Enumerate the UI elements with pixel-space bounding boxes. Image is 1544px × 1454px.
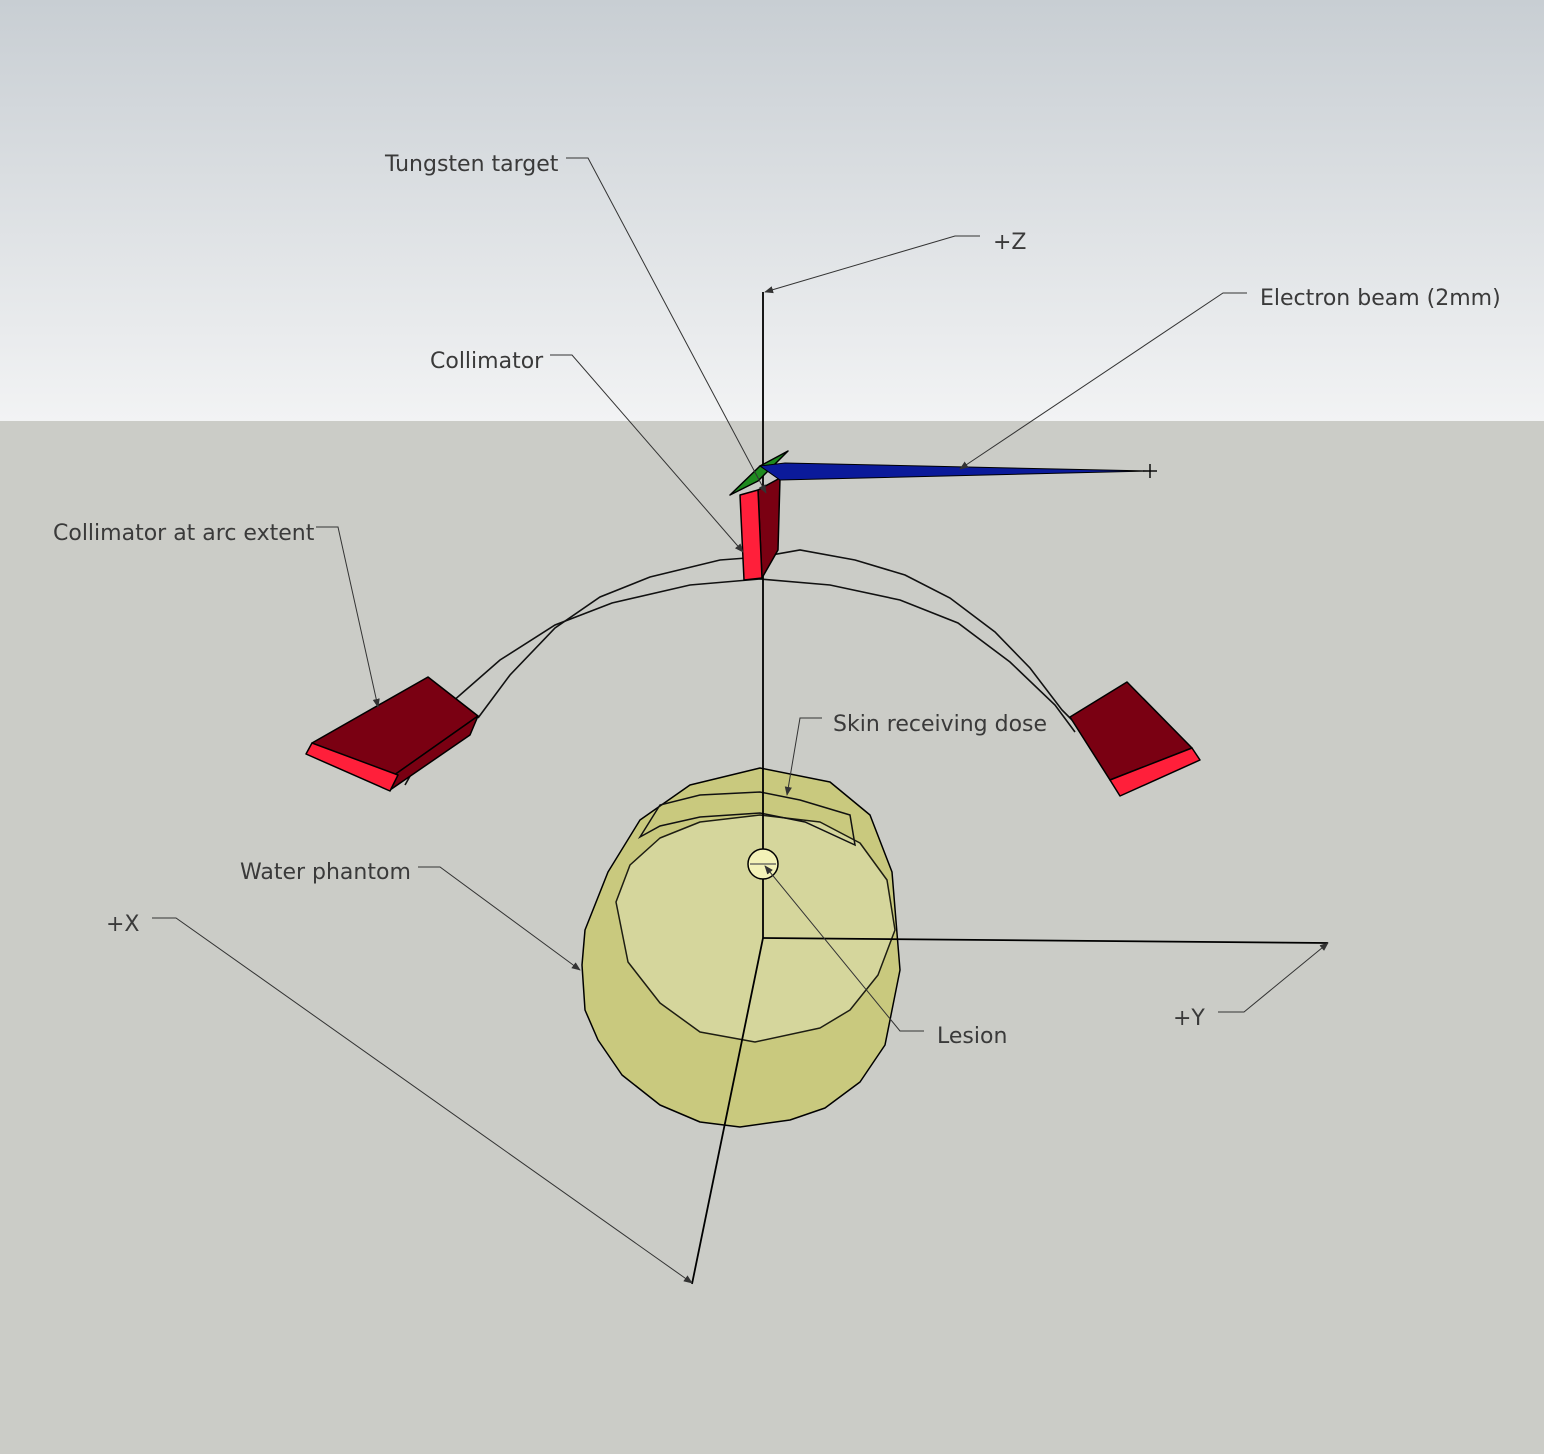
sky-background: [0, 0, 1544, 421]
electron-beam: [758, 462, 1157, 481]
collimator-right-face: [1109, 747, 1201, 797]
collimator-top: [739, 477, 781, 581]
label-collimator-arc-extent: Collimator at arc extent: [53, 521, 315, 546]
label-lesion: Lesion: [937, 1024, 1007, 1049]
label-plus-y: +Y: [1173, 1006, 1205, 1031]
label-electron-beam: Electron beam (2mm): [1260, 286, 1501, 311]
label-collimator: Collimator: [430, 349, 544, 374]
collimator-left: [305, 676, 479, 792]
label-plus-x: +X: [106, 912, 140, 937]
label-tungsten-target: Tungsten target: [384, 152, 559, 177]
label-plus-z: +Z: [993, 230, 1027, 255]
skin-dose-region: [637, 791, 856, 847]
coordinate-axes: [691, 292, 1329, 1285]
tungsten-target: [729, 450, 789, 496]
water-phantom: [581, 767, 901, 1128]
lesion-marker: [747, 848, 779, 880]
y-axis-line: [762, 937, 1329, 944]
label-leaders: [152, 157, 1329, 1284]
collimator-left-face: [305, 742, 399, 792]
label-water-phantom: Water phantom: [240, 860, 411, 885]
collimator-top-face: [739, 489, 763, 581]
x-axis-line: [691, 937, 764, 1285]
collimator-right: [1069, 681, 1201, 797]
label-skin-receiving-dose: Skin receiving dose: [833, 712, 1047, 737]
collimator-arc-path: [404, 549, 1081, 786]
phantom-top-face: [615, 814, 896, 1043]
labels: Tungsten target +Z Electron beam (2mm) C…: [53, 152, 1501, 1049]
